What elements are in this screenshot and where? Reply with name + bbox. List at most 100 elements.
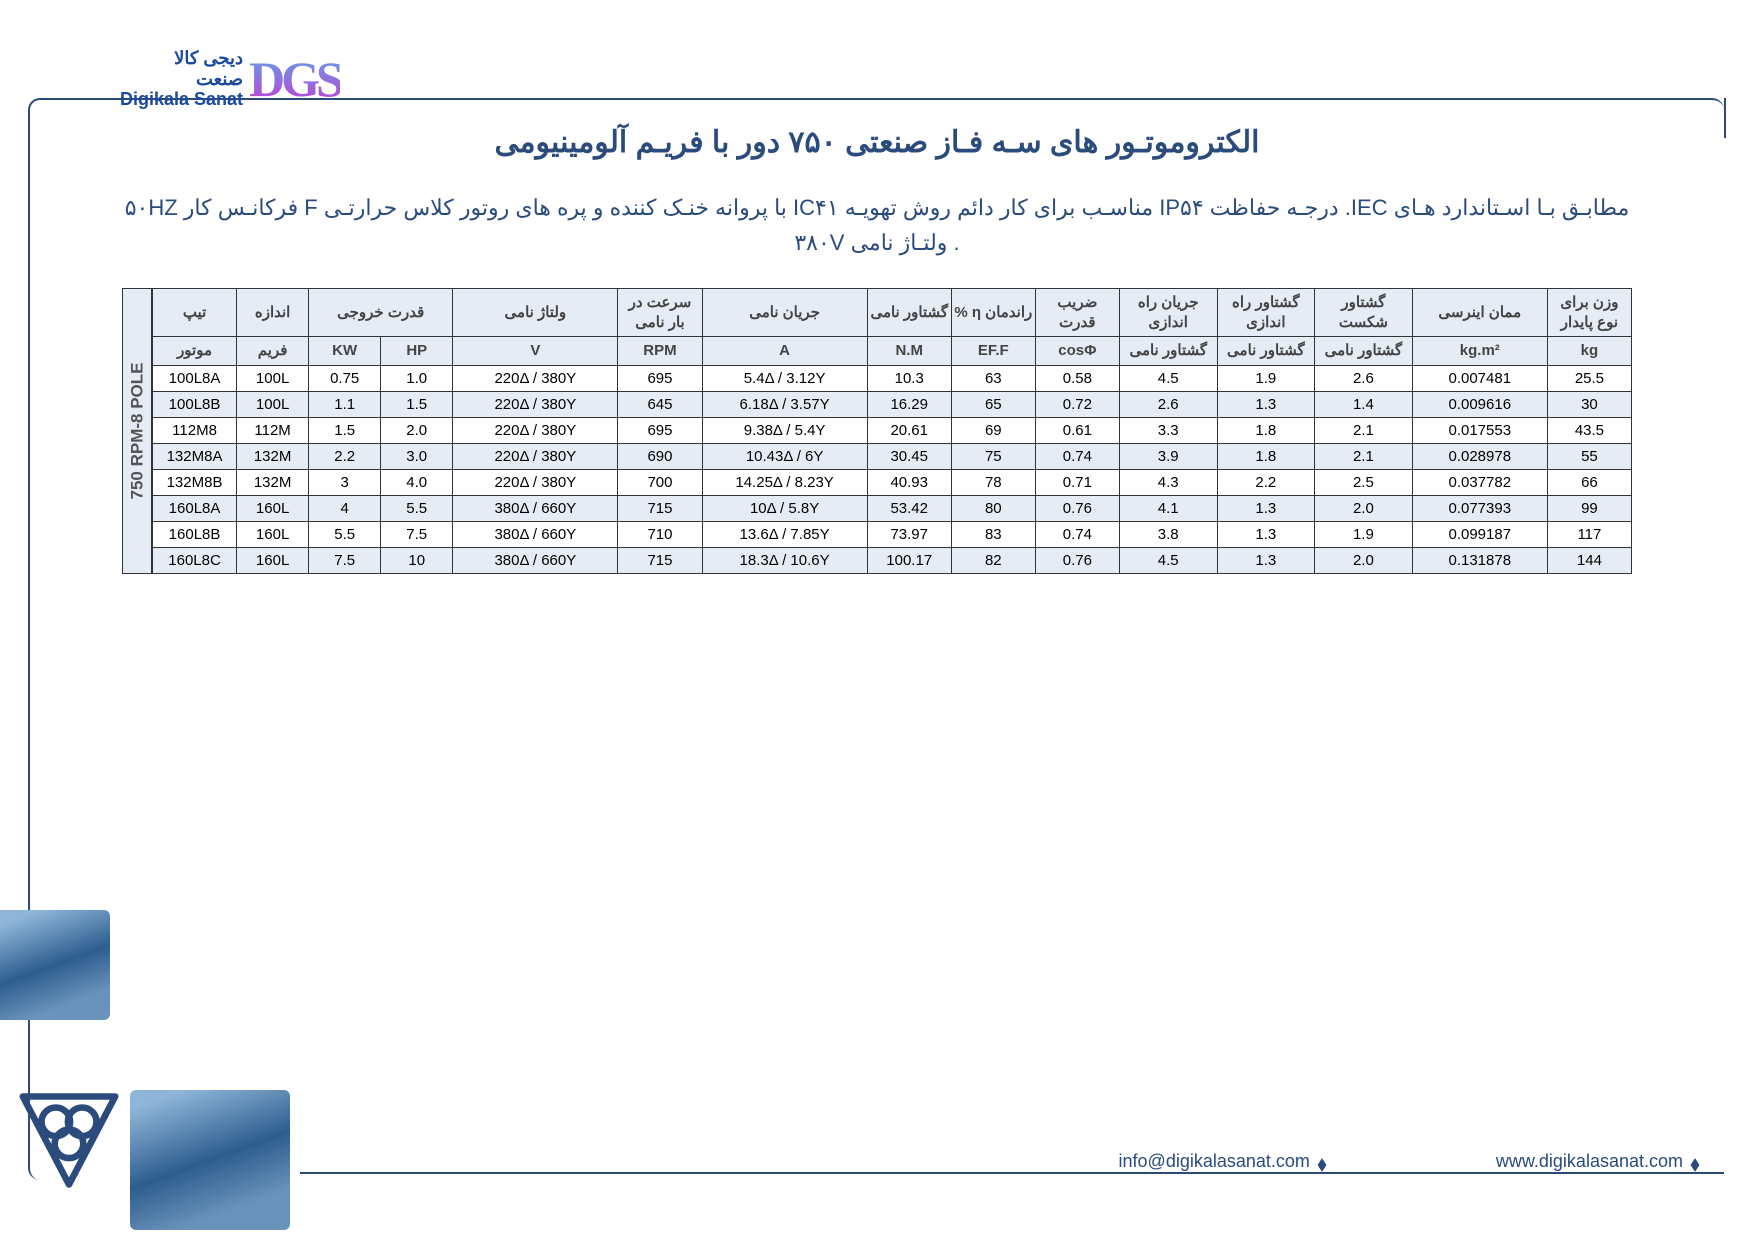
cell-wt: 30 [1547, 391, 1631, 417]
cell-frame: 160L [237, 495, 309, 521]
table-row: 100L8A100L0.751.0220Δ / 380Y6955.4Δ / 3.… [153, 365, 1632, 391]
cell-type: 160L8A [153, 495, 237, 521]
cell-cos: 0.72 [1035, 391, 1119, 417]
cell-sc: 3.9 [1119, 443, 1217, 469]
cell-hp: 3.0 [381, 443, 453, 469]
cell-rpm: 690 [618, 443, 702, 469]
hdr-sc-bot: گشتاور نامی [1119, 337, 1217, 366]
footer-links: info@digikalasanat.com www.digikalasanat… [1119, 1151, 1699, 1172]
table-row: 112M8112M1.52.0220Δ / 380Y6959.38Δ / 5.4… [153, 417, 1632, 443]
hdr-rpm-top: سرعت در بار نامی [618, 289, 702, 337]
cell-type: 160L8B [153, 521, 237, 547]
cell-st: 1.3 [1217, 547, 1315, 573]
cell-rpm: 715 [618, 495, 702, 521]
cell-kw: 0.75 [309, 365, 381, 391]
cell-eff: 69 [951, 417, 1035, 443]
page-subtitle: مطابـق بـا اسـتاندارد هـای IEC. درجـه حف… [120, 190, 1634, 260]
cell-volt: 380Δ / 660Y [453, 495, 618, 521]
hdr-hp: HP [381, 337, 453, 366]
cell-wt: 144 [1547, 547, 1631, 573]
cell-inert: 0.028978 [1412, 443, 1547, 469]
cell-wt: 117 [1547, 521, 1631, 547]
hdr-amp-bot: A [702, 337, 867, 366]
cell-nm: 16.29 [867, 391, 951, 417]
cell-hp: 1.5 [381, 391, 453, 417]
cell-inert: 0.077393 [1412, 495, 1547, 521]
cell-bt: 2.6 [1315, 365, 1413, 391]
cell-frame: 132M [237, 469, 309, 495]
cell-wt: 55 [1547, 443, 1631, 469]
hdr-type-top: تیپ [153, 289, 237, 337]
hdr-amp-top: جریان نامی [702, 289, 867, 337]
cell-amp: 10Δ / 5.8Y [702, 495, 867, 521]
cell-rpm: 700 [618, 469, 702, 495]
cell-eff: 82 [951, 547, 1035, 573]
brand-logo: دیجی کالا صنعت Digikala Sanat DGS [120, 48, 340, 110]
cell-bt: 1.9 [1315, 521, 1413, 547]
cell-nm: 10.3 [867, 365, 951, 391]
hdr-inert-bot: kg.m² [1412, 337, 1547, 366]
cell-st: 1.3 [1217, 521, 1315, 547]
hdr-power-top: قدرت خروجی [309, 289, 453, 337]
motor-image-1 [0, 910, 110, 1020]
hdr-cos-bot: cosΦ [1035, 337, 1119, 366]
footer-divider [300, 1172, 1724, 1174]
logo-farsi-line1: دیجی کالا [120, 48, 243, 69]
logo-english: Digikala Sanat [120, 89, 243, 110]
cell-inert: 0.017553 [1412, 417, 1547, 443]
hdr-wt-top: وزن برای نوع پایدار [1547, 289, 1631, 337]
cell-wt: 25.5 [1547, 365, 1631, 391]
hdr-bt-top: گشتاور شکست [1315, 289, 1413, 337]
hdr-frame-top: اندازه [237, 289, 309, 337]
hdr-sc-top: جریان راه اندازی [1119, 289, 1217, 337]
cell-rpm: 695 [618, 417, 702, 443]
cell-bt: 2.1 [1315, 443, 1413, 469]
logo-farsi-line2: صنعت [120, 69, 243, 90]
cell-hp: 7.5 [381, 521, 453, 547]
hdr-eff-top: راندمان η % [951, 289, 1035, 337]
cell-volt: 380Δ / 660Y [453, 547, 618, 573]
hdr-cos-top: ضریب قدرت [1035, 289, 1119, 337]
cell-sc: 3.3 [1119, 417, 1217, 443]
table-row: 100L8B100L1.11.5220Δ / 380Y6456.18Δ / 3.… [153, 391, 1632, 417]
cell-cos: 0.71 [1035, 469, 1119, 495]
cell-nm: 40.93 [867, 469, 951, 495]
cell-st: 1.3 [1217, 391, 1315, 417]
cell-nm: 30.45 [867, 443, 951, 469]
certification-badge-icon [14, 1080, 124, 1190]
cell-st: 1.3 [1217, 495, 1315, 521]
cell-amp: 9.38Δ / 5.4Y [702, 417, 867, 443]
cell-nm: 73.97 [867, 521, 951, 547]
table-row: 160L8B160L5.57.5380Δ / 660Y71013.6Δ / 7.… [153, 521, 1632, 547]
cell-inert: 0.007481 [1412, 365, 1547, 391]
cell-type: 100L8A [153, 365, 237, 391]
hdr-frame-bot: فریم [237, 337, 309, 366]
cell-bt: 2.0 [1315, 547, 1413, 573]
cell-volt: 220Δ / 380Y [453, 443, 618, 469]
table-row: 132M8B132M34.0220Δ / 380Y70014.25Δ / 8.2… [153, 469, 1632, 495]
hdr-eff-bot: EF.F [951, 337, 1035, 366]
cell-amp: 14.25Δ / 8.23Y [702, 469, 867, 495]
cell-sc: 4.1 [1119, 495, 1217, 521]
cell-volt: 220Δ / 380Y [453, 417, 618, 443]
cell-type: 132M8B [153, 469, 237, 495]
cell-eff: 75 [951, 443, 1035, 469]
cell-eff: 65 [951, 391, 1035, 417]
logo-glyph: DGS [249, 50, 340, 108]
cell-st: 1.9 [1217, 365, 1315, 391]
cell-type: 132M8A [153, 443, 237, 469]
cell-sc: 2.6 [1119, 391, 1217, 417]
hdr-nm-bot: N.M [867, 337, 951, 366]
cell-rpm: 645 [618, 391, 702, 417]
cell-hp: 5.5 [381, 495, 453, 521]
table-body: 100L8A100L0.751.0220Δ / 380Y6955.4Δ / 3.… [153, 365, 1632, 573]
cell-hp: 1.0 [381, 365, 453, 391]
cell-wt: 99 [1547, 495, 1631, 521]
cell-sc: 4.5 [1119, 365, 1217, 391]
hdr-nm-top: گشتاور نامی [867, 289, 951, 337]
cell-kw: 5.5 [309, 521, 381, 547]
cell-amp: 10.43Δ / 6Y [702, 443, 867, 469]
cell-eff: 63 [951, 365, 1035, 391]
table-row: 132M8A132M2.23.0220Δ / 380Y69010.43Δ / 6… [153, 443, 1632, 469]
hdr-wt-bot: kg [1547, 337, 1631, 366]
